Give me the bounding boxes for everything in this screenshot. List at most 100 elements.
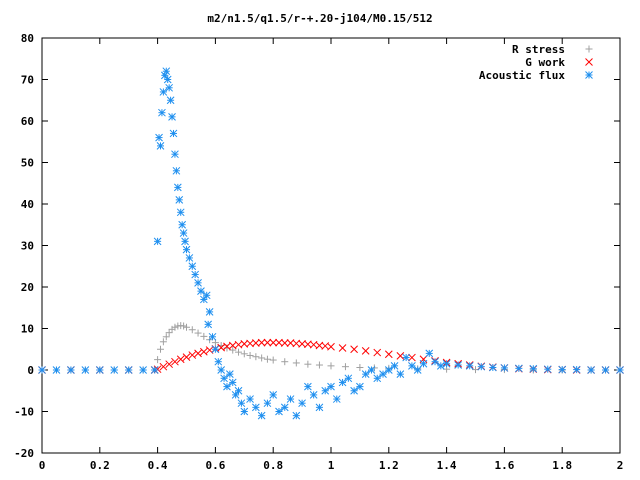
data-point <box>543 365 552 374</box>
data-point <box>225 370 234 379</box>
data-point <box>199 295 208 304</box>
data-point <box>350 386 358 395</box>
data-point <box>356 364 364 372</box>
data-point <box>158 108 166 117</box>
data-point <box>361 347 370 355</box>
data-point <box>188 351 197 359</box>
data-point <box>240 407 249 416</box>
data-point <box>208 332 217 341</box>
data-point <box>252 353 260 361</box>
legend-marker <box>585 71 593 79</box>
data-point <box>327 362 335 370</box>
data-point <box>280 339 289 347</box>
data-point <box>396 370 405 379</box>
data-point <box>168 112 176 121</box>
data-point <box>162 67 171 76</box>
data-point <box>205 308 214 316</box>
data-point <box>153 237 162 246</box>
data-point <box>217 366 226 374</box>
data-point <box>263 399 272 408</box>
data-point <box>171 150 179 159</box>
data-point <box>188 262 197 271</box>
data-point <box>235 348 243 356</box>
data-point <box>616 366 624 374</box>
data-point <box>176 355 185 364</box>
data-point <box>419 359 428 368</box>
data-point <box>315 403 324 412</box>
data-point <box>52 366 61 374</box>
y-tick-label: 0 <box>27 364 34 377</box>
data-point <box>217 343 226 352</box>
data-point <box>179 229 188 237</box>
data-point <box>263 355 271 363</box>
data-point <box>155 133 163 142</box>
data-point <box>341 363 349 371</box>
data-point <box>321 386 330 395</box>
data-point <box>529 364 538 373</box>
data-point <box>292 359 300 367</box>
data-point <box>171 357 179 366</box>
data-point <box>220 374 228 383</box>
chart-title: m2/n1.5/q1.5/r-+.20-j104/M0.15/512 <box>207 12 432 25</box>
y-tick-label: 10 <box>21 323 34 336</box>
data-point <box>298 399 306 408</box>
data-point <box>169 129 178 138</box>
data-point <box>252 403 260 412</box>
data-point <box>402 353 410 362</box>
data-point <box>171 323 179 331</box>
y-tick-label: -20 <box>14 447 34 460</box>
data-point <box>425 349 434 358</box>
data-point <box>185 254 194 262</box>
data-point <box>67 366 75 374</box>
data-point <box>396 352 405 360</box>
data-point <box>350 345 358 354</box>
y-tick-label: 60 <box>21 115 34 128</box>
data-point <box>159 362 168 371</box>
data-point <box>154 356 162 364</box>
data-point <box>269 356 277 364</box>
data-point <box>263 338 272 347</box>
data-point <box>194 278 202 287</box>
data-point <box>280 403 289 412</box>
data-point <box>601 366 610 374</box>
data-point <box>240 350 248 358</box>
y-tick-label: 50 <box>21 157 34 170</box>
data-point <box>165 329 173 337</box>
data-point <box>304 382 312 391</box>
legend-label: G work <box>525 56 565 69</box>
x-tick-label: 1 <box>328 459 335 472</box>
data-point <box>309 391 318 399</box>
x-tick-label: 1.2 <box>379 459 399 472</box>
y-tick-label: 40 <box>21 198 34 211</box>
data-point <box>327 342 335 351</box>
data-point <box>234 386 243 395</box>
data-point <box>165 360 174 369</box>
data-point <box>176 208 185 217</box>
data-point <box>231 391 240 399</box>
data-point <box>338 344 347 352</box>
x-tick-label: 0.4 <box>148 459 168 472</box>
data-point <box>408 361 416 370</box>
data-point <box>488 363 497 372</box>
legend-label: Acoustic flux <box>479 69 565 82</box>
data-point <box>159 338 167 346</box>
data-point <box>338 378 347 387</box>
data-point <box>188 326 196 334</box>
data-point <box>587 366 595 374</box>
data-point <box>384 366 393 374</box>
y-tick-label: 70 <box>21 74 34 87</box>
data-point <box>95 366 104 374</box>
data-point <box>257 411 266 420</box>
x-tick-label: 1.4 <box>437 459 457 472</box>
data-point <box>180 322 188 330</box>
data-point <box>315 361 323 369</box>
data-point <box>194 349 202 358</box>
data-point <box>162 333 170 341</box>
x-tick-label: 0 <box>39 459 46 472</box>
data-point <box>413 366 422 374</box>
data-points <box>38 67 624 420</box>
data-point <box>165 83 174 92</box>
